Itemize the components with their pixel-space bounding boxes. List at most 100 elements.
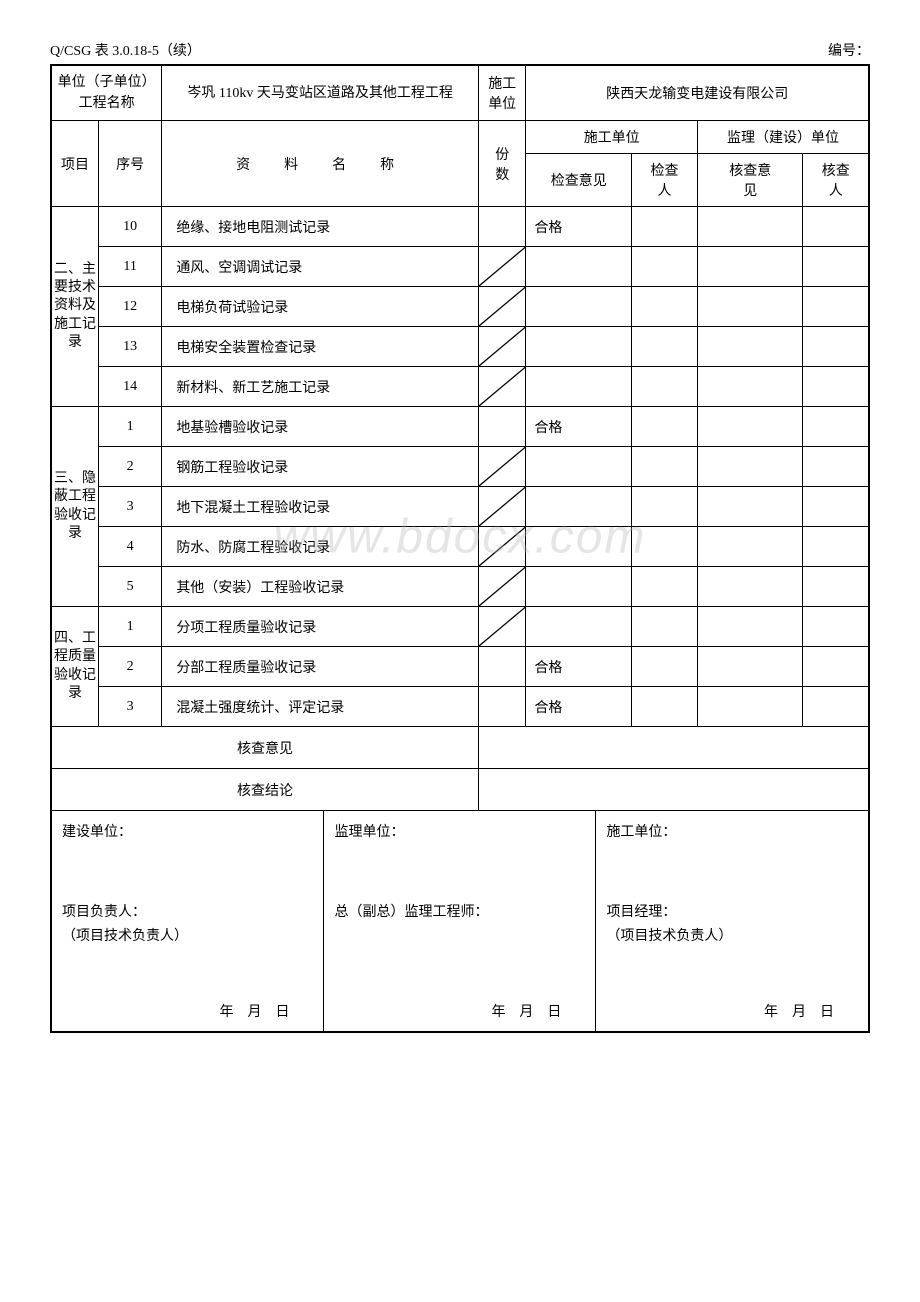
row-material-name: 绝缘、接地电阻测试记录 (162, 207, 479, 247)
row-material-name: 电梯安全装置检查记录 (162, 327, 479, 367)
row-seq: 5 (98, 567, 161, 607)
row-reviewer (803, 567, 869, 607)
row-seq: 4 (98, 527, 161, 567)
row-material-name: 电梯负荷试验记录 (162, 287, 479, 327)
row-seq: 13 (98, 327, 161, 367)
row-review-opinion (697, 607, 803, 647)
row-check-opinion (526, 287, 632, 327)
row-copies (478, 527, 525, 567)
row-seq: 2 (98, 647, 161, 687)
row-checker (631, 687, 697, 727)
row-checker (631, 327, 697, 367)
section-label: 四、工程质量验收记录 (51, 607, 98, 727)
row-review-opinion (697, 207, 803, 247)
row-checker (631, 527, 697, 567)
review-opinion-value (478, 727, 869, 769)
row-review-opinion (697, 327, 803, 367)
sig-owner-date: 年月日 (219, 1001, 303, 1021)
row-material-name: 分部工程质量验收记录 (162, 647, 479, 687)
row-checker (631, 287, 697, 327)
sig-constructor-person1: 项目经理： (606, 901, 858, 921)
col-review-opinion: 核查意见 (697, 154, 803, 207)
row-reviewer (803, 407, 869, 447)
table-row: 13电梯安全装置检查记录 (51, 327, 869, 367)
row-reviewer (803, 207, 869, 247)
col-material-name: 资 料 名 称 (162, 121, 479, 207)
sig-constructor: 施工单位： 项目经理： （项目技术负责人） 年月日 (596, 811, 868, 1031)
row-review-opinion (697, 527, 803, 567)
row-reviewer (803, 647, 869, 687)
sig-supervisor-unit: 监理单位： (334, 821, 585, 841)
col-seq: 序号 (98, 121, 161, 207)
row-review-opinion (697, 287, 803, 327)
table-row: 2分部工程质量验收记录 合格 (51, 647, 869, 687)
row-check-opinion (526, 367, 632, 407)
row-seq: 3 (98, 487, 161, 527)
sig-owner-unit: 建设单位： (62, 821, 313, 841)
row-copies (478, 567, 525, 607)
row-check-opinion: 合格 (526, 407, 632, 447)
row-seq: 1 (98, 607, 161, 647)
row-material-name: 防水、防腐工程验收记录 (162, 527, 479, 567)
row-checker (631, 567, 697, 607)
section-label: 二、主要技术资料及施工记录 (51, 207, 98, 407)
row-check-opinion: 合格 (526, 207, 632, 247)
col-copies: 份数 (478, 121, 525, 207)
row-reviewer (803, 527, 869, 567)
table-row: 14新材料、新工艺施工记录 (51, 367, 869, 407)
row-reviewer (803, 487, 869, 527)
sig-owner-person1: 项目负责人： (62, 901, 313, 921)
row-seq: 3 (98, 687, 161, 727)
sig-owner: 建设单位： 项目负责人： （项目技术负责人） 年月日 (52, 811, 324, 1031)
table-row: 2钢筋工程验收记录 (51, 447, 869, 487)
row-checker (631, 487, 697, 527)
sig-supervisor-date: 年月日 (491, 1001, 575, 1021)
row-review-opinion (697, 407, 803, 447)
row-material-name: 分项工程质量验收记录 (162, 607, 479, 647)
review-conclusion-value (478, 769, 869, 811)
row-material-name: 新材料、新工艺施工记录 (162, 367, 479, 407)
col-reviewer: 核查人 (803, 154, 869, 207)
row-review-opinion (697, 487, 803, 527)
row-checker (631, 407, 697, 447)
row-reviewer (803, 687, 869, 727)
row-material-name: 混凝土强度统计、评定记录 (162, 687, 479, 727)
row-checker (631, 367, 697, 407)
row-seq: 1 (98, 407, 161, 447)
section-label: 三、隐蔽工程验收记录 (51, 407, 98, 607)
row-review-opinion (697, 447, 803, 487)
row-checker (631, 607, 697, 647)
row-material-name: 钢筋工程验收记录 (162, 447, 479, 487)
row-check-opinion (526, 487, 632, 527)
table-row: 二、主要技术资料及施工记录10绝缘、接地电阻测试记录合格 (51, 207, 869, 247)
row-reviewer (803, 287, 869, 327)
row-checker (631, 447, 697, 487)
row-checker (631, 247, 697, 287)
row-copies (478, 607, 525, 647)
sig-supervisor-person1: 总（副总）监理工程师： (334, 901, 585, 921)
row-copies (478, 207, 525, 247)
constructor-value: 陕西天龙输变电建设有限公司 (526, 65, 869, 121)
row-review-opinion (697, 247, 803, 287)
row-copies (478, 647, 525, 687)
row-copies (478, 247, 525, 287)
row-check-opinion: 合格 (526, 647, 632, 687)
sig-constructor-date: 年月日 (764, 1001, 848, 1021)
row-copies (478, 327, 525, 367)
row-check-opinion (526, 567, 632, 607)
constructor-label: 施工单位 (478, 65, 525, 121)
row-checker (631, 647, 697, 687)
row-check-opinion (526, 527, 632, 567)
row-check-opinion (526, 327, 632, 367)
row-reviewer (803, 367, 869, 407)
sig-supervisor: 监理单位： 总（副总）监理工程师： 年月日 (324, 811, 596, 1031)
sig-constructor-person2: （项目技术负责人） (606, 925, 858, 945)
col-project: 项目 (51, 121, 98, 207)
row-seq: 14 (98, 367, 161, 407)
row-review-opinion (697, 687, 803, 727)
row-reviewer (803, 447, 869, 487)
table-row: 三、隐蔽工程验收记录1地基验槽验收记录合格 (51, 407, 869, 447)
row-check-opinion (526, 607, 632, 647)
col-check-opinion: 检查意见 (526, 154, 632, 207)
row-reviewer (803, 607, 869, 647)
